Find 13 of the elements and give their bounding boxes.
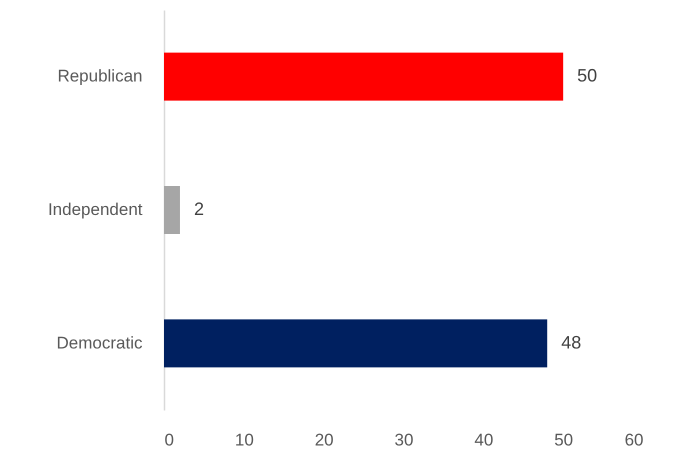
x-tick-label: 10: [234, 430, 254, 450]
data-label: 50: [577, 66, 598, 86]
x-tick-label: 0: [164, 430, 174, 450]
data-label: 48: [561, 332, 582, 352]
y-tick-label: Republican: [57, 66, 142, 86]
x-tick-label: 60: [624, 430, 644, 450]
x-tick-label: 30: [394, 430, 414, 450]
x-tick-label: 20: [314, 430, 334, 450]
y-tick-label: Independent: [48, 200, 143, 219]
x-tick-label: 40: [474, 430, 494, 450]
x-tick-label: 50: [554, 430, 574, 450]
y-tick-label: Democratic: [56, 333, 143, 352]
data-label: 2: [194, 199, 204, 219]
